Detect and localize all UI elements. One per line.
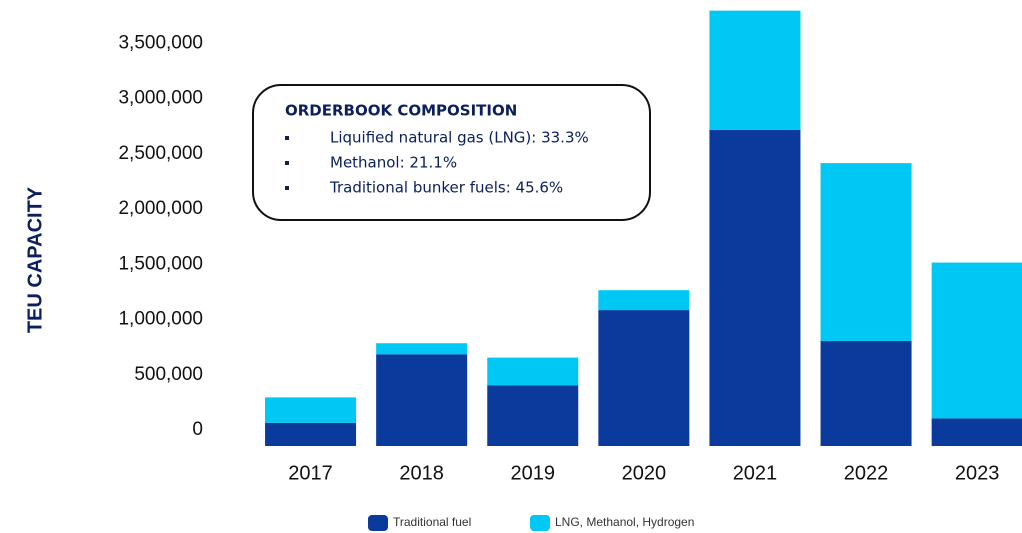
x-tick-label: 2021 [733,462,778,484]
annotation-item: Traditional bunker fuels: 45.6% [329,179,563,197]
bullet [285,136,289,140]
bar-segment [820,341,912,446]
legend-swatch [368,515,388,531]
y-tick-label: 0 [192,419,203,440]
annotation-item: Methanol: 21.1% [330,154,457,172]
legend-label: LNG, Methanol, Hydrogen [555,515,694,529]
bar-segment [598,310,690,446]
legend-label: Traditional fuel [393,515,471,529]
y-tick-label: 2,000,000 [118,198,203,219]
bar-segment [931,262,1022,419]
y-tick-label: 1,500,000 [118,253,203,274]
x-tick-label: 2020 [622,462,667,484]
bullet [285,186,289,190]
annotation-item: Liquified natural gas (LNG): 33.3% [330,129,589,147]
legend-swatch [530,515,550,531]
y-tick-label: 3,000,000 [118,88,203,109]
bar-segment [376,354,468,446]
bar-segment [931,418,1022,446]
y-tick-label: 500,000 [134,364,203,385]
x-tick-label: 2017 [288,462,333,484]
bar-segment [265,397,357,423]
x-tick-label: 2022 [844,462,889,484]
y-tick-label: 2,500,000 [118,143,203,164]
bar-segment [709,10,801,130]
y-tick-label: 1,000,000 [118,309,203,330]
bar-segment [820,163,912,342]
x-tick-label: 2018 [399,462,444,484]
y-axis-label: TEU CAPACITY [24,186,46,333]
bar-segment [376,343,468,355]
bullet [285,161,289,165]
annotation-box [252,84,651,221]
bar-segment [265,422,357,446]
annotation-title: ORDERBOOK COMPOSITION [285,102,517,120]
bar-segment [598,290,690,311]
y-tick-label: 3,500,000 [118,32,203,53]
bar-segment [709,129,801,446]
bar-segment [487,385,579,446]
bar-segment [487,357,579,386]
x-tick-label: 2023 [955,462,1000,484]
x-tick-label: 2019 [511,462,556,484]
